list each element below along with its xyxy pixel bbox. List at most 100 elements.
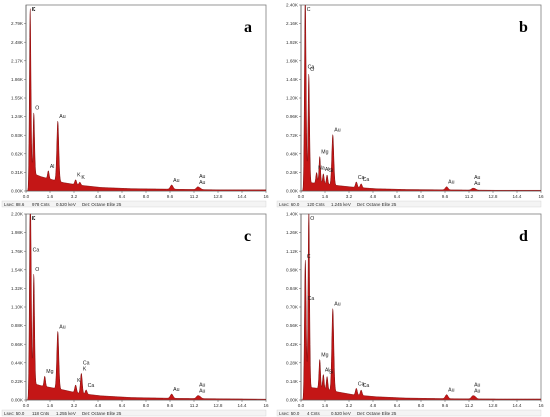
x-tick-label: 11.2 (190, 403, 199, 408)
x-tick-label: 9.6 (167, 194, 174, 199)
peak-label: K (77, 173, 81, 179)
peak-label: Mg (321, 352, 328, 358)
status-det: Det: Octane Elite 25 (357, 411, 397, 416)
plot-area (25, 4, 267, 192)
y-tick-label: 0.44K (11, 360, 24, 365)
x-tick-label: 3.2 (71, 403, 78, 408)
panel-letter: d (519, 228, 528, 245)
peak-label: Au (199, 174, 205, 180)
peak-label: Au (199, 180, 205, 186)
peak-label: Au (448, 388, 454, 394)
status-kev: 1.245 keV (331, 202, 351, 207)
x-tick-label: 16 (538, 403, 544, 408)
y-tick-label: 0.56K (286, 323, 299, 328)
x-tick-label: 9.6 (442, 403, 449, 408)
y-tick-label: 1.32K (11, 286, 24, 291)
peak-label: Mg (321, 149, 328, 155)
x-tick-label: 3.2 (346, 403, 353, 408)
peak-label: Au (474, 175, 480, 181)
y-tick-label: 2.48K (11, 40, 24, 45)
y-tick-label: 1.40K (286, 212, 299, 217)
x-tick-label: 16 (263, 403, 269, 408)
peak-label: Si (329, 369, 334, 375)
peak-label: K (32, 7, 36, 13)
peak-label: Mg (46, 369, 53, 375)
status-det: Det: Octane Elite 25 (82, 411, 122, 416)
x-tick-label: 1.6 (322, 403, 329, 408)
y-tick-label: 1.98K (11, 230, 24, 235)
x-tick-label: 12.8 (489, 194, 498, 199)
peak-label: Ca (308, 65, 315, 71)
status-cnts: 4 Cnts (307, 411, 320, 416)
peak-label: C (307, 7, 311, 13)
peak-label: Na (318, 165, 325, 171)
x-tick-label: 0.0 (298, 403, 305, 408)
x-tick-label: 3.2 (71, 194, 78, 199)
peak-label: Ca (358, 175, 365, 181)
y-tick-label: 2.17K (11, 58, 24, 63)
y-tick-label: 1.86K (11, 77, 24, 82)
y-tick-label: 1.55K (11, 96, 24, 101)
y-tick-label: 2.20K (11, 212, 24, 217)
panel-letter: c (244, 228, 251, 245)
x-tick-label: 8.0 (418, 194, 425, 199)
peak-label: Al (325, 368, 330, 374)
peak-label: O (35, 267, 39, 273)
peak-label: Ca (363, 177, 370, 183)
x-tick-label: 14.4 (238, 403, 247, 408)
status-lsec: Lsec: 50.0 (4, 411, 25, 416)
peak-label: O (310, 67, 314, 73)
status-det: Det: Octane Elite 25 (82, 202, 122, 207)
y-tick-label: 1.68K (286, 58, 299, 63)
peak-label: Au (173, 387, 179, 393)
x-tick-label: 1.6 (47, 403, 54, 408)
status-strip (276, 200, 542, 208)
peak-label: Au (474, 389, 480, 395)
x-tick-label: 16 (263, 194, 269, 199)
panel-a: 0.00K 0.31K 0.62K 0.93K 1.24K 1.55K 1.86K 2.17K… (0, 0, 275, 208)
x-tick-label: 4.8 (95, 403, 102, 408)
x-tick-label: 6.4 (394, 194, 401, 199)
plot-area (300, 4, 542, 192)
eds-spectrum-d: 0.00K 0.14K 0.28K 0.42K 0.56K 0.70K 0.84K 0.98K… (276, 212, 544, 417)
y-tick-label: 2.40K (286, 3, 299, 8)
y-tick-label: 2.79K (11, 21, 24, 26)
x-tick-label: 0.0 (23, 403, 30, 408)
peak-label: Ca (33, 247, 40, 253)
status-lsec: Lsec: 50.0 (279, 411, 300, 416)
y-tick-label: 1.10K (11, 305, 24, 310)
y-tick-label: 2.16K (286, 21, 299, 26)
x-tick-label: 12.8 (489, 403, 498, 408)
x-tick-label: 6.4 (119, 403, 126, 408)
panel-c: 0.00K 0.22K 0.44K 0.66K 0.88K 1.10K 1.32K 1.54K… (0, 209, 275, 417)
y-tick-label: 1.92K (286, 40, 299, 45)
peak-label: K (83, 366, 87, 372)
peak-label: Ca (363, 383, 370, 389)
x-tick-label: 4.8 (370, 403, 377, 408)
panel-b: 0.00K 0.24K 0.48K 0.72K 0.96K 1.20K 1.44K 1.68K… (275, 0, 550, 208)
y-tick-label: 0.98K (286, 267, 299, 272)
x-tick-label: 3.2 (346, 194, 353, 199)
eds-spectrum-b: 0.00K 0.24K 0.48K 0.72K 0.96K 1.20K 1.44K 1.68K… (276, 3, 544, 208)
y-tick-label: 0.00K (286, 189, 299, 194)
status-strip (276, 409, 542, 417)
x-tick-label: 16 (538, 194, 544, 199)
y-tick-label: 0.62K (11, 151, 24, 156)
y-tick-label: 0.70K (286, 305, 299, 310)
x-tick-label: 14.4 (238, 194, 247, 199)
x-tick-label: 0.0 (23, 194, 30, 199)
x-tick-label: 1.6 (322, 194, 329, 199)
x-tick-label: 4.8 (95, 194, 102, 199)
y-tick-label: 0.22K (11, 379, 24, 384)
x-tick-label: 6.4 (119, 194, 126, 199)
peak-label: C (32, 7, 36, 13)
y-tick-label: 1.54K (11, 267, 24, 272)
peak-label: Au (59, 324, 65, 330)
panel-d: 0.00K 0.14K 0.28K 0.42K 0.56K 0.70K 0.84K 0.98K… (275, 209, 550, 417)
peak-label: Au (199, 383, 205, 389)
y-tick-label: 0.00K (11, 398, 24, 403)
y-tick-label: 0.93K (11, 133, 24, 138)
peak-label: Au (474, 181, 480, 187)
y-tick-label: 1.12K (286, 249, 299, 254)
status-cnts: 120 Cnts (307, 202, 325, 207)
